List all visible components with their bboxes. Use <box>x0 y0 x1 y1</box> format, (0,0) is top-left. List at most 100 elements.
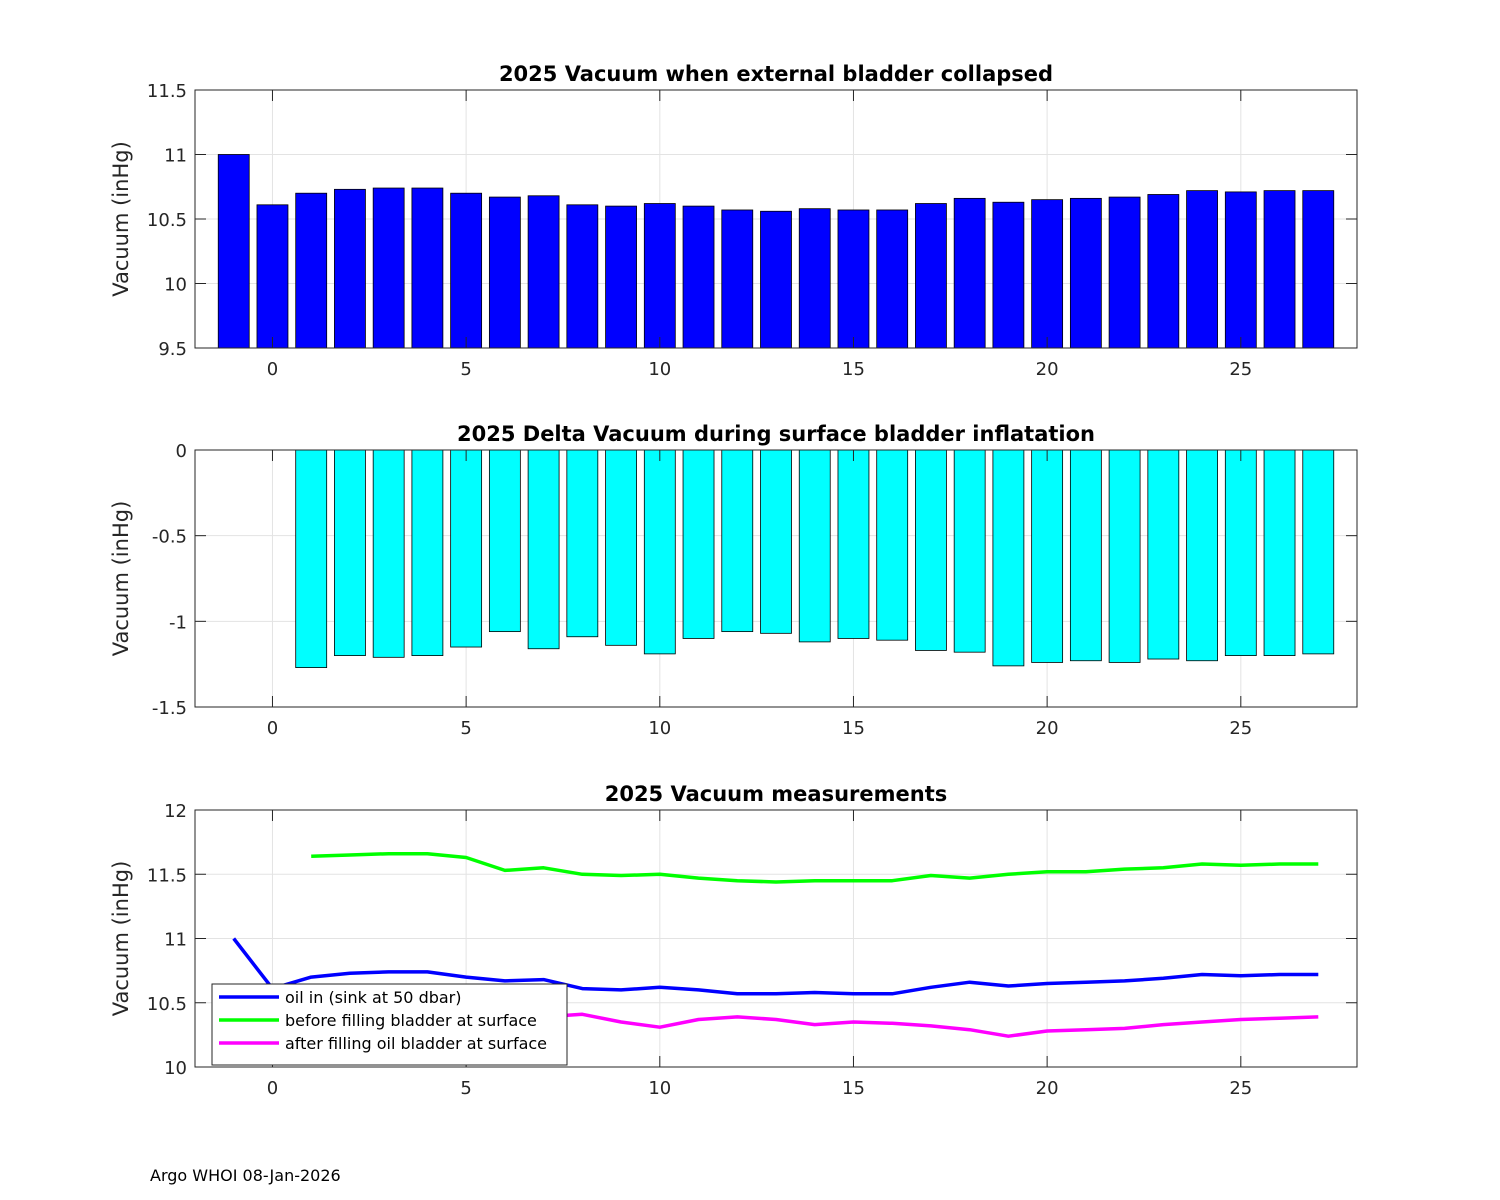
bar-26 <box>1263 449 1296 657</box>
y-tick-label: -1 <box>169 612 187 633</box>
chart-title: 2025 Delta Vacuum during surface bladder… <box>457 422 1095 446</box>
bar-23 <box>1147 449 1180 660</box>
x-tick-label: 0 <box>267 718 278 739</box>
x-tick-label: 25 <box>1229 1078 1252 1099</box>
legend-label-1: oil in (sink at 50 dbar) <box>285 988 462 1007</box>
bar-13 <box>760 449 792 634</box>
bar-15 <box>837 449 870 639</box>
y-axis-label: Vacuum (inHg) <box>109 141 133 297</box>
x-tick-label: 10 <box>648 359 671 380</box>
bar-1 <box>295 449 328 668</box>
bar-4 <box>411 449 444 657</box>
bar-0 <box>256 204 289 349</box>
bar-25 <box>1224 449 1257 657</box>
x-tick-label: 25 <box>1229 359 1252 380</box>
bar-23 <box>1147 194 1180 349</box>
bar-12 <box>721 449 754 633</box>
bar-9 <box>605 205 637 349</box>
series-line-2 <box>311 851 1319 884</box>
bar-26 <box>1263 190 1296 349</box>
bar-14 <box>798 449 831 643</box>
y-tick-label: 10 <box>164 275 187 296</box>
y-tick-label: 0 <box>176 441 187 462</box>
bar-4 <box>411 187 444 349</box>
x-tick-label: 0 <box>267 359 278 380</box>
bar-6 <box>488 449 521 633</box>
bar-27 <box>1302 449 1335 655</box>
y-tick-label: 10.5 <box>147 994 187 1015</box>
bar-5 <box>450 192 483 349</box>
bar-10 <box>643 449 676 655</box>
bar-2 <box>334 449 366 657</box>
bar-8 <box>566 449 599 638</box>
bar-25 <box>1224 191 1257 349</box>
x-tick-label: 20 <box>1036 718 1059 739</box>
y-tick-label: 11 <box>164 146 187 167</box>
y-tick-label: 11 <box>164 930 187 951</box>
bar-13 <box>760 210 792 349</box>
y-tick-label: 12 <box>164 801 187 822</box>
bar-8 <box>566 204 599 349</box>
y-axis-label: Vacuum (inHg) <box>109 861 133 1017</box>
bar-19 <box>992 201 1025 349</box>
x-tick-label: 0 <box>267 1078 278 1099</box>
bar-6 <box>488 196 521 349</box>
bar-11 <box>682 449 715 639</box>
bar-7 <box>527 195 560 349</box>
bar-9 <box>605 449 637 646</box>
x-tick-label: 5 <box>460 718 471 739</box>
bar-20 <box>1031 449 1064 663</box>
x-tick-label: 15 <box>842 359 865 380</box>
y-tick-label: 10.5 <box>147 210 187 231</box>
series-line-1 <box>232 937 1319 996</box>
x-tick-label: 10 <box>648 1078 671 1099</box>
chart-panel-1: 0 5 10 15 20 25 9.5 10 10.5 11 11.5 2025 Vacuum whe… <box>109 62 1358 380</box>
bar-24 <box>1186 190 1218 349</box>
bar-15 <box>837 209 870 349</box>
bar-11 <box>682 205 715 349</box>
chart-title: 2025 Vacuum when external bladder collap… <box>499 62 1053 86</box>
bar-21 <box>1069 449 1102 662</box>
chart-panel-2: 0 5 10 15 20 25 -1.5 -1 -0.5 0 2025 Delta Vacuum d… <box>109 422 1358 739</box>
x-tick-label: 5 <box>460 359 471 380</box>
bar-20 <box>1031 199 1064 349</box>
chart-panel-3: 0 5 10 15 20 25 10 10.5 11 11.5 12 2025 Vacuum meas… <box>109 782 1358 1099</box>
bar-27 <box>1302 190 1335 349</box>
x-tick-label: 15 <box>842 1078 865 1099</box>
x-tick-label: 15 <box>842 718 865 739</box>
bar-2 <box>334 188 366 349</box>
x-tick-label: 10 <box>648 718 671 739</box>
bar-17 <box>915 449 947 651</box>
bar-3 <box>372 187 405 349</box>
bar--1 <box>217 154 250 349</box>
x-tick-label: 5 <box>460 1078 471 1099</box>
bar-24 <box>1186 449 1218 662</box>
bar-18 <box>953 197 986 349</box>
footer-credit: Argo WHOI 08-Jan-2026 <box>150 1166 341 1185</box>
bar-17 <box>915 203 947 349</box>
chart-title: 2025 Vacuum measurements <box>605 782 948 806</box>
y-tick-label: 11.5 <box>147 81 187 102</box>
bar-22 <box>1108 449 1141 663</box>
bar-7 <box>527 449 560 650</box>
legend: oil in (sink at 50 dbar) before filling b… <box>211 983 568 1066</box>
bar-1 <box>295 192 328 349</box>
y-tick-label: 10 <box>164 1058 187 1079</box>
bar-21 <box>1069 197 1102 349</box>
x-tick-label: 20 <box>1036 1078 1059 1099</box>
bar-16 <box>876 449 909 641</box>
bar-12 <box>721 209 754 349</box>
bar-10 <box>643 203 676 349</box>
axes-frame <box>194 449 1358 708</box>
bar-18 <box>953 449 986 653</box>
x-tick-label: 20 <box>1036 359 1059 380</box>
y-tick-label: -0.5 <box>152 527 187 548</box>
legend-label-3: after filling oil bladder at surface <box>285 1034 547 1053</box>
x-tick-label: 25 <box>1229 718 1252 739</box>
bar-14 <box>798 208 831 349</box>
y-tick-label: -1.5 <box>152 698 187 719</box>
bar-22 <box>1108 196 1141 349</box>
y-tick-label: 11.5 <box>147 865 187 886</box>
bar-16 <box>876 209 909 349</box>
